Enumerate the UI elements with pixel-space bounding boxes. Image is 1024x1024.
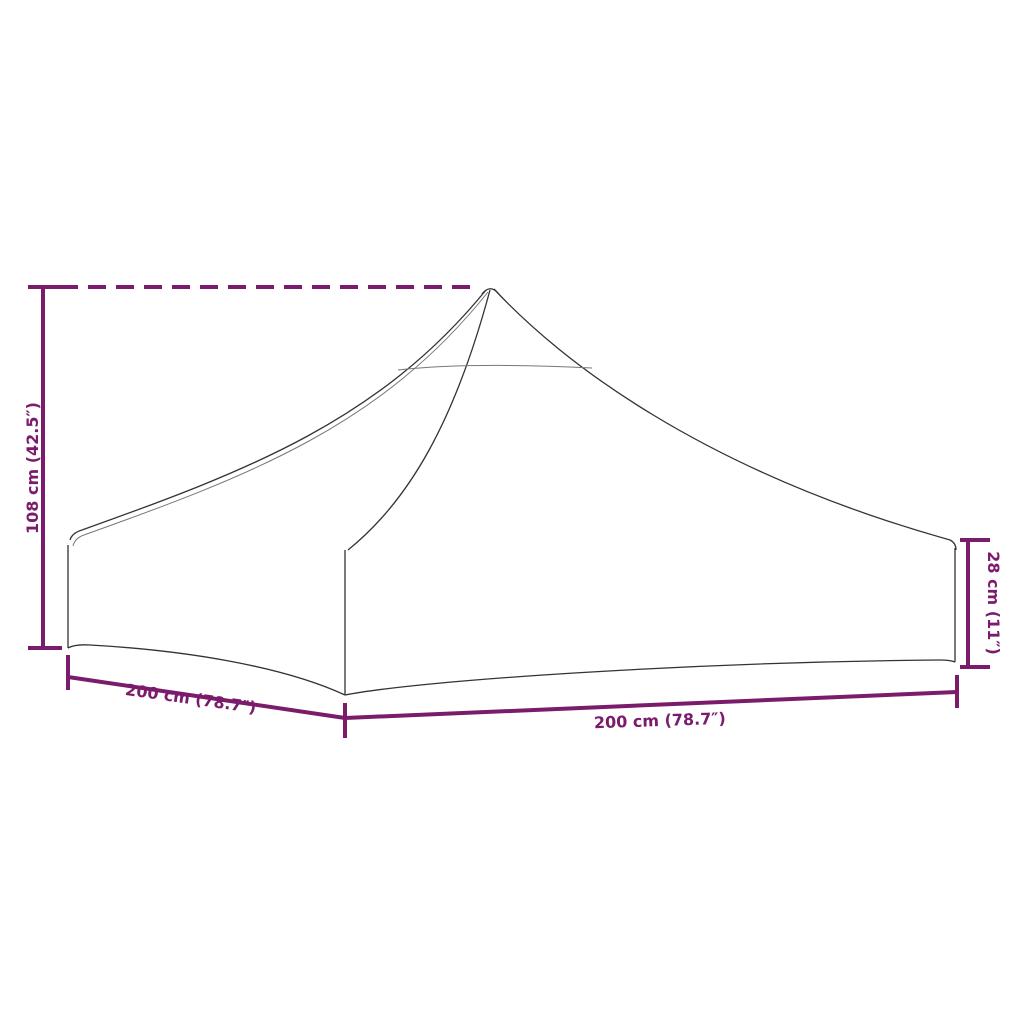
depth-label: 200 cm (78.7″) (124, 680, 257, 717)
height-label: 108 cm (42.5″) (23, 402, 42, 534)
peak (481, 288, 499, 295)
right-roof-edge (493, 288, 957, 551)
width-line (344, 690, 958, 720)
left-roof-edge (69, 289, 487, 541)
side-height-label: 28 cm (11″) (984, 551, 1003, 655)
depth-line (67, 675, 346, 720)
left-roof-edge-inner (72, 291, 489, 547)
width-label: 200 cm (78.7″) (594, 709, 727, 733)
depth-dimension: 200 cm (78.7″) (66, 655, 347, 738)
front-ridge (347, 289, 491, 551)
inner-seam (397, 364, 593, 371)
left-bottom-hem (67, 644, 346, 696)
height-dimension: 108 cm (42.5″) (23, 285, 480, 650)
tent-roof-drawing (67, 288, 957, 696)
right-bottom-hem (344, 659, 956, 696)
side-height-dimension: 28 cm (11″) (960, 538, 1003, 669)
width-dimension: 200 cm (78.7″) (344, 675, 959, 733)
